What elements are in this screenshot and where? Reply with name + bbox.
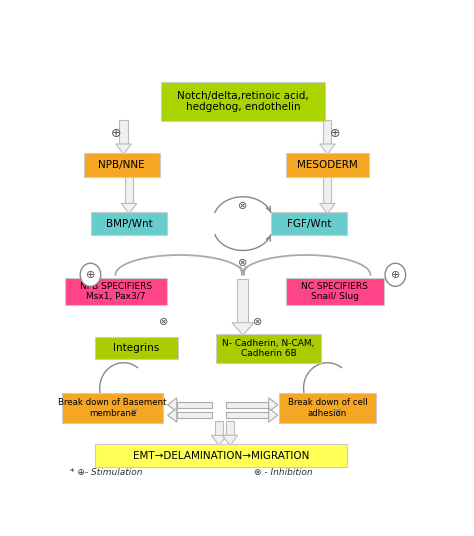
FancyBboxPatch shape xyxy=(286,278,383,305)
Polygon shape xyxy=(177,412,212,419)
Polygon shape xyxy=(211,435,227,445)
Text: ⊕: ⊕ xyxy=(111,127,121,140)
Text: ⊗: ⊗ xyxy=(159,317,169,327)
Text: FGF/Wnt: FGF/Wnt xyxy=(287,219,331,229)
Text: NPB SPECIFIERS
Msx1, Pax3/7: NPB SPECIFIERS Msx1, Pax3/7 xyxy=(80,281,152,301)
FancyBboxPatch shape xyxy=(62,393,163,422)
Text: ⊗: ⊗ xyxy=(238,258,247,268)
Text: Integrins: Integrins xyxy=(113,343,160,353)
Text: ⊗ - Inhibition: ⊗ - Inhibition xyxy=(254,468,312,478)
FancyBboxPatch shape xyxy=(271,212,347,235)
Polygon shape xyxy=(323,120,331,144)
FancyBboxPatch shape xyxy=(95,337,178,360)
Text: MESODERM: MESODERM xyxy=(297,160,358,170)
Polygon shape xyxy=(119,120,128,144)
Polygon shape xyxy=(125,176,133,203)
Polygon shape xyxy=(323,176,331,203)
Text: N- Cadherin, N-CAM,
Cadherin 6B: N- Cadherin, N-CAM, Cadherin 6B xyxy=(222,339,315,358)
Polygon shape xyxy=(319,144,335,154)
Text: Break down of cell
adhesion: Break down of cell adhesion xyxy=(288,398,367,418)
Text: ⊗: ⊗ xyxy=(253,317,262,327)
Polygon shape xyxy=(227,401,269,408)
Polygon shape xyxy=(319,203,335,214)
FancyBboxPatch shape xyxy=(95,444,347,467)
Text: ⊕: ⊕ xyxy=(391,270,400,280)
Polygon shape xyxy=(222,435,238,445)
Text: ⊕: ⊕ xyxy=(329,127,340,140)
FancyBboxPatch shape xyxy=(161,81,325,121)
Circle shape xyxy=(80,263,101,286)
Polygon shape xyxy=(116,144,131,154)
FancyBboxPatch shape xyxy=(279,393,376,422)
FancyBboxPatch shape xyxy=(65,278,167,305)
Text: ⊕: ⊕ xyxy=(86,270,95,280)
Polygon shape xyxy=(215,421,223,435)
Polygon shape xyxy=(168,408,177,422)
FancyBboxPatch shape xyxy=(84,153,160,177)
Polygon shape xyxy=(226,421,234,435)
Polygon shape xyxy=(121,203,137,214)
FancyBboxPatch shape xyxy=(216,334,321,363)
Text: Break down of Basement
membrane: Break down of Basement membrane xyxy=(58,398,167,418)
Text: * ⊕- Stimulation: * ⊕- Stimulation xyxy=(70,468,143,478)
Polygon shape xyxy=(237,279,248,323)
Text: BMP/Wnt: BMP/Wnt xyxy=(106,219,153,229)
Text: EMT→DELAMINATION→MIGRATION: EMT→DELAMINATION→MIGRATION xyxy=(133,451,309,460)
Polygon shape xyxy=(227,412,269,419)
Polygon shape xyxy=(269,398,278,412)
Text: NC SPECIFIERS
Snail/ Slug: NC SPECIFIERS Snail/ Slug xyxy=(301,281,368,301)
Polygon shape xyxy=(177,401,212,408)
Text: Notch/delta,retinoic acid,
hedgehog, endothelin: Notch/delta,retinoic acid, hedgehog, end… xyxy=(177,91,309,112)
Circle shape xyxy=(385,263,406,286)
Polygon shape xyxy=(232,323,254,335)
Text: NPB/NNE: NPB/NNE xyxy=(99,160,145,170)
FancyBboxPatch shape xyxy=(91,212,167,235)
Polygon shape xyxy=(168,398,177,412)
Polygon shape xyxy=(269,408,278,422)
FancyBboxPatch shape xyxy=(286,153,369,177)
Text: ⊗: ⊗ xyxy=(238,202,247,211)
